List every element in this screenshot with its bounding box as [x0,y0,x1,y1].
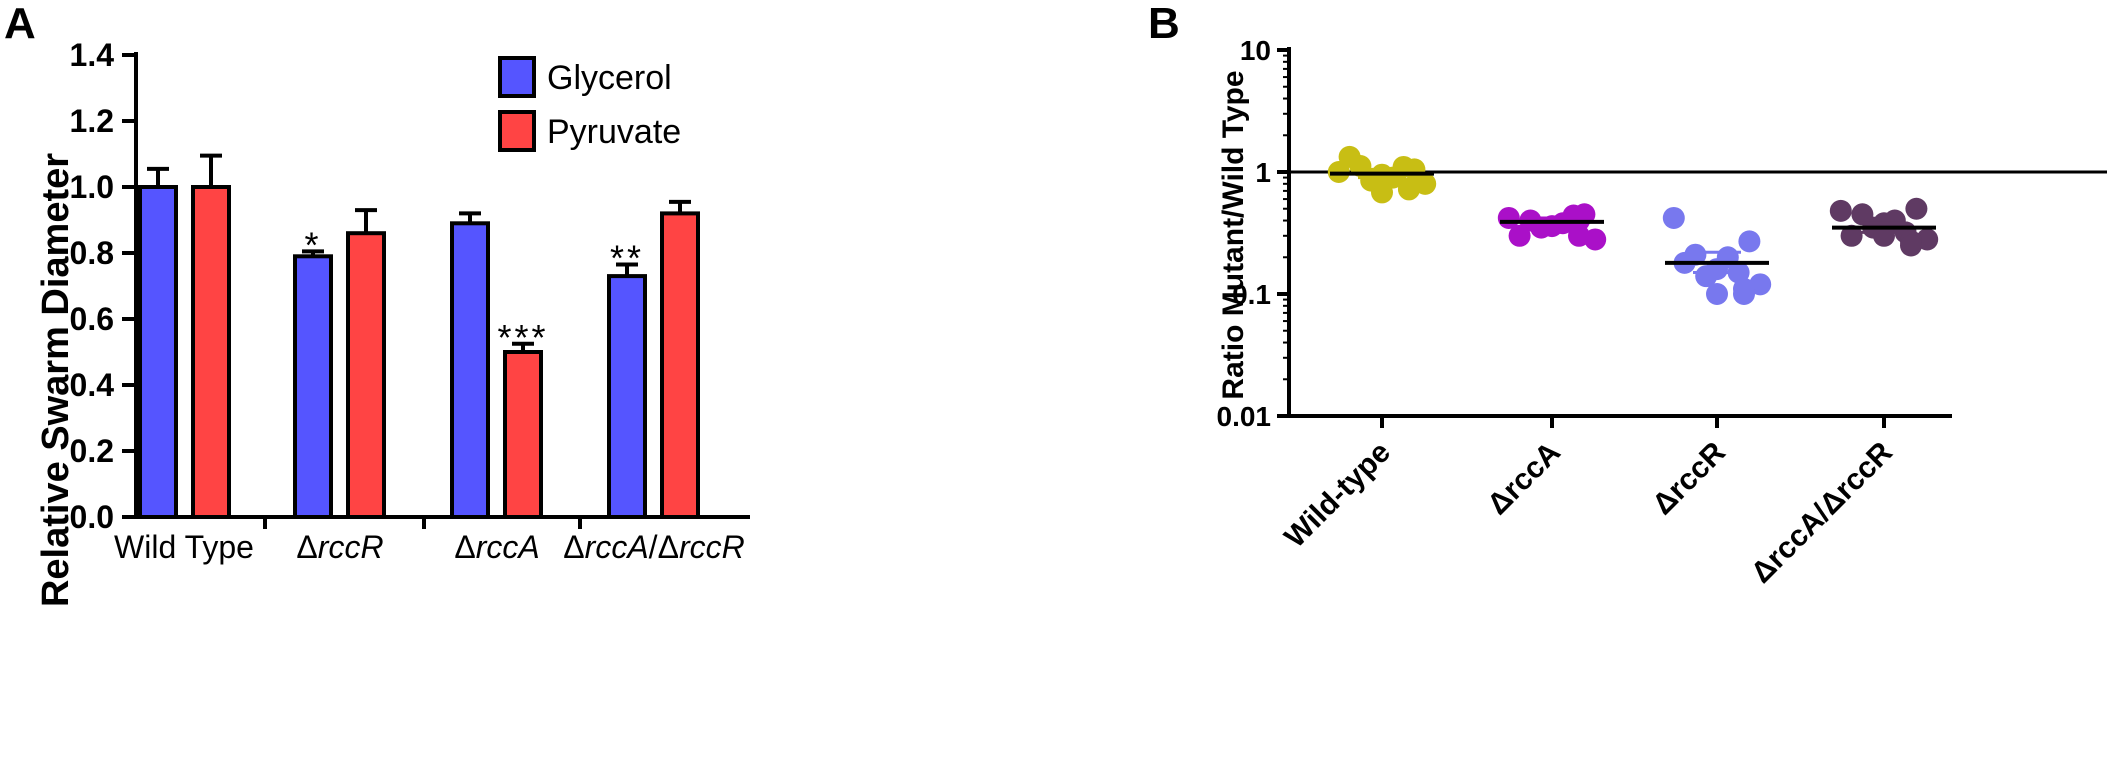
panel-a-significance-marks: ****** [304,224,644,358]
panel-a-y-tick-label: 1.4 [70,37,115,73]
panel-a-x-category-label: ΔrccR [296,529,383,565]
panel-a-y-tick-label: 0.8 [70,235,114,271]
bar-glycerol-2 [450,221,490,520]
bar-pyruvate-3 [660,211,700,519]
legend-label-pyruvate: Pyruvate [547,113,681,151]
panel-a-bars [138,153,700,520]
panel-b-x-category-label: ΔrccR [1646,435,1732,521]
panel-a-bar-chart: Relative Swarm Diameter 0.0 0.2 0.4 0.6 0.8 1… [35,37,750,607]
panel-a-legend: Glycerol Pyruvate [498,56,681,152]
data-point [1900,234,1922,257]
panel-a-y-tick-label: 0.4 [70,367,115,403]
panel-b-axes [1287,47,1952,428]
data-point [1398,177,1420,200]
legend-swatch-glycerol [498,56,536,98]
panel-a-y-axis-label: Relative Swarm Diameter [35,153,77,607]
panel-b-x-category-label: ΔrccA/ΔrccR [1745,435,1899,589]
panel-a-y-tick-label: 0.0 [70,499,114,535]
panel-b-y-ticks: 0.01 0.1 1 10 [1217,35,1289,432]
panel-a-y-tick-label: 0.2 [70,433,114,469]
panel-b-y-axis-label: Ratio Mutant/Wild Type [1217,70,1250,399]
panel-b-y-tick-label: 0.01 [1217,401,1272,432]
data-point [1873,224,1895,247]
panel-a-y-tick-label: 0.6 [70,301,114,337]
panel-a-y-tick-label: 1.0 [70,169,114,205]
legend-swatch-pyruvate [498,110,536,152]
bar-glycerol-1 [293,254,333,519]
bar-pyruvate-0 [191,185,231,519]
panel-b-points [1327,145,1939,305]
data-point [1706,283,1728,305]
significance-mark: * [304,224,321,265]
data-point [1662,206,1685,229]
data-point [1568,224,1590,247]
data-point [1733,283,1755,305]
data-point [1695,265,1718,288]
panel-b-x-category-label: Wild-type [1278,436,1397,555]
data-point [1829,199,1852,222]
panel-b-x-category-label: ΔrccA [1481,436,1567,522]
data-point [1508,224,1531,247]
bar-pyruvate-2 [503,350,543,519]
panel-label-a: A [4,0,36,48]
data-point [1738,230,1761,253]
significance-mark: *** [497,317,548,358]
significance-mark: ** [610,238,644,279]
data-point [1840,224,1863,247]
panel-a-axes [134,52,750,529]
panel-a-x-categories: Wild Type ΔrccR ΔrccA ΔrccA/ΔrccR [114,529,745,565]
bar-pyruvate-1 [346,231,386,519]
panel-label-b: B [1148,0,1180,48]
panel-b-scatter-chart: Ratio Mutant/Wild Type 0.01 0.1 1 10 Wild-t… [1217,35,2107,590]
bar-glycerol-0 [138,185,178,519]
panel-a-y-ticks: 0.0 0.2 0.4 0.6 0.8 1.0 1.2 1.4 [70,37,136,535]
panel-b-y-tick-label: 1 [1255,157,1271,188]
data-point [1905,197,1928,220]
panel-b-y-tick-label: 0.1 [1232,279,1271,310]
panel-a-y-tick-label: 1.2 [70,103,114,139]
data-point [1338,145,1361,168]
panel-b-x-categories: Wild-type ΔrccA ΔrccR ΔrccA/ΔrccR [1278,435,1899,589]
data-point [1371,181,1393,204]
bar-glycerol-3 [607,274,647,519]
panel-b-y-tick-label: 10 [1240,35,1271,66]
panel-a-x-category-label: ΔrccA [454,529,539,565]
legend-label-glycerol: Glycerol [547,59,672,97]
panel-a-x-category-label: ΔrccA/ΔrccR [563,529,744,565]
panel-a-x-category-label: Wild Type [114,529,254,565]
